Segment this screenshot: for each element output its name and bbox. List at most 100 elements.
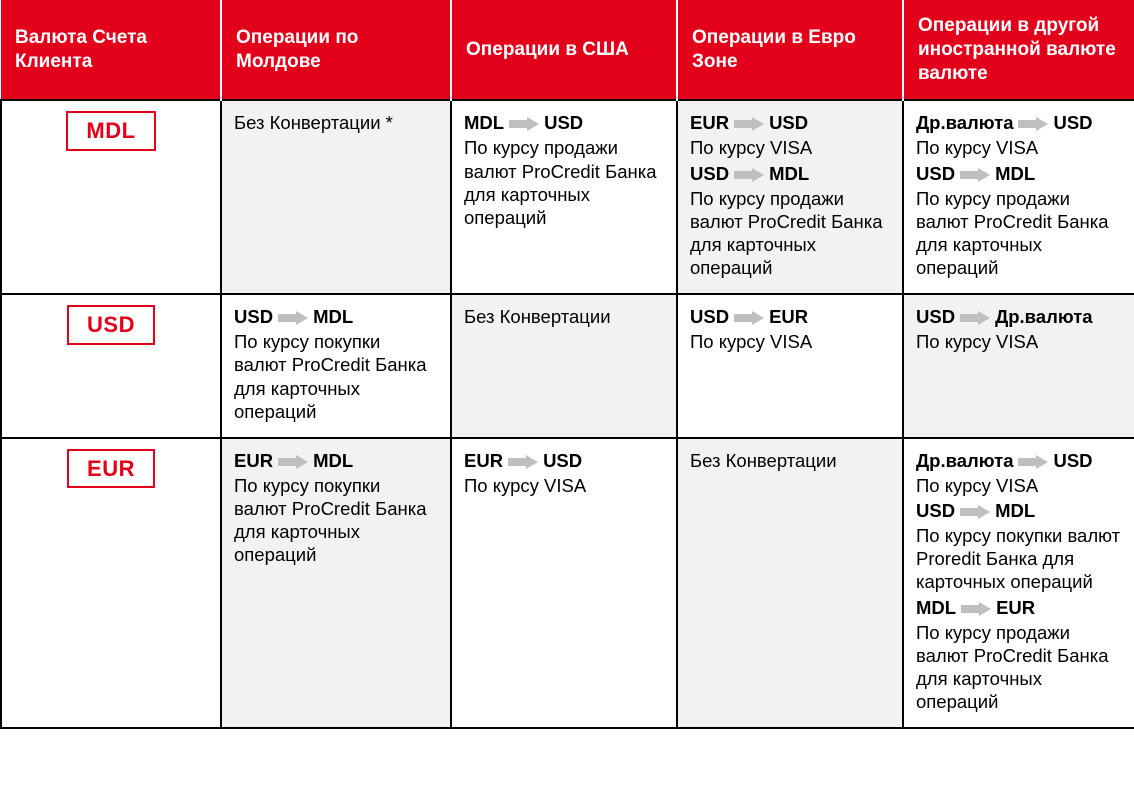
arrow-right-icon <box>734 117 764 131</box>
conversion-pair: USDMDL <box>916 499 1122 522</box>
row-currency: USD <box>1 294 221 438</box>
conversion-pair: EUR USD <box>690 111 890 134</box>
conversion-pair: MDL EUR <box>916 596 1122 619</box>
conversion-block: Др.валюта USD По курсу VISA <box>916 111 1122 159</box>
cell: MDL USD По курсу продажи валют ProCredit Б… <box>451 100 677 294</box>
conversion-pair: EUR USD <box>464 449 664 472</box>
col-header-1: Операции по Молдове <box>221 0 451 100</box>
col-header-4: Операции в другой иностранной валюте вал… <box>903 0 1134 100</box>
to-currency: USD <box>1053 450 1092 471</box>
conversion-block: USDMDLПо курсу продажи валют ProCredit Б… <box>916 162 1122 280</box>
cell: USD EUR По курсу VISA <box>677 294 903 438</box>
conversion-pair: USDMDL <box>234 305 438 328</box>
conversion-desc: По курсу VISA <box>916 136 1122 159</box>
arrow-right-icon <box>1018 455 1048 469</box>
conversion-block: EUR USD По курсу VISA <box>464 449 664 497</box>
conversion-block: Без Конвертации <box>464 305 664 328</box>
currency-badge: USD <box>67 305 155 345</box>
from-currency: Др.валюта <box>916 112 1013 133</box>
to-currency: MDL <box>313 306 353 327</box>
conversion-block: USDMDLПо курсу покупки валют Proredit Ба… <box>916 499 1122 594</box>
conversion-block: MDLEURПо курсу продажи валют ProCredit Б… <box>916 596 1122 714</box>
currency-conversion-table: Валюта Счета КлиентаОперации по МолдовеО… <box>0 0 1134 729</box>
conversion-desc: По курсу VISA <box>916 330 1122 353</box>
to-currency: USD <box>1053 112 1092 133</box>
to-currency: MDL <box>313 450 353 471</box>
no-conversion-text: Без Конвертации <box>690 449 890 472</box>
conversion-block: Без Конвертации * <box>234 111 438 134</box>
arrow-right-icon <box>509 117 539 131</box>
conversion-pair: Др.валюта USD <box>916 449 1122 472</box>
from-currency: USD <box>916 163 955 184</box>
from-currency: USD <box>916 306 955 327</box>
conversion-pair: USD EUR <box>690 305 890 328</box>
arrow-right-icon <box>961 602 991 616</box>
from-currency: USD <box>690 306 729 327</box>
to-currency: EUR <box>996 597 1035 618</box>
conversion-block: EUR USD По курсу VISA <box>690 111 890 159</box>
cell: EURMDLПо курсу покупки валют ProCredit Б… <box>221 438 451 728</box>
conversion-block: EURMDLПо курсу покупки валют ProCredit Б… <box>234 449 438 567</box>
no-conversion-text: Без Конвертации <box>464 305 664 328</box>
from-currency: MDL <box>916 597 956 618</box>
cell: Без Конвертации <box>451 294 677 438</box>
to-currency: USD <box>543 450 582 471</box>
from-currency: USD <box>690 163 729 184</box>
conversion-pair: MDL USD <box>464 111 664 134</box>
arrow-right-icon <box>278 311 308 325</box>
table-row: EUREURMDLПо курсу покупки валют ProCredi… <box>1 438 1134 728</box>
conversion-block: Без Конвертации <box>690 449 890 472</box>
conversion-block: USD MDL По курсу продажи валют ProCredit Б… <box>690 162 890 280</box>
from-currency: MDL <box>464 112 504 133</box>
currency-badge: EUR <box>67 449 155 489</box>
conversion-desc: По курсу покупки валют ProCredit Банка д… <box>234 330 438 423</box>
arrow-right-icon <box>960 168 990 182</box>
to-currency: EUR <box>769 306 808 327</box>
to-currency: USD <box>544 112 583 133</box>
cell: EUR USD По курсу VISA <box>451 438 677 728</box>
cell: Без Конвертации <box>677 438 903 728</box>
conversion-pair: USD Др.валюта <box>916 305 1122 328</box>
from-currency: EUR <box>464 450 503 471</box>
row-currency: EUR <box>1 438 221 728</box>
arrow-right-icon <box>734 311 764 325</box>
cell: USD Др.валюта По курсу VISA <box>903 294 1134 438</box>
cell: Др.валюта USD По курсу VISAUSDMDLПо курсу … <box>903 438 1134 728</box>
conversion-desc: По курсу продажи валют ProCredit Банка д… <box>464 136 664 229</box>
to-currency: MDL <box>769 163 809 184</box>
conversion-pair: USD MDL <box>690 162 890 185</box>
arrow-right-icon <box>278 455 308 469</box>
conversion-desc: По курсу покупки валют Proredit Банка дл… <box>916 524 1122 593</box>
conversion-pair: EURMDL <box>234 449 438 472</box>
conversion-block: USD Др.валюта По курсу VISA <box>916 305 1122 353</box>
conversion-desc: По курсу покупки валют ProCredit Банка д… <box>234 474 438 567</box>
conversion-desc: По курсу VISA <box>464 474 664 497</box>
table-row: MDL Без Конвертации * MDL USD По курсу прода… <box>1 100 1134 294</box>
conversion-block: USDMDLПо курсу покупки валют ProCredit Б… <box>234 305 438 423</box>
conversion-desc: По курсу VISA <box>690 136 890 159</box>
arrow-right-icon <box>508 455 538 469</box>
conversion-desc: По курсу VISA <box>916 474 1122 497</box>
conversion-desc: По курсу VISA <box>690 330 890 353</box>
to-currency: USD <box>769 112 808 133</box>
no-conversion-text: Без Конвертации * <box>234 111 438 134</box>
row-currency: MDL <box>1 100 221 294</box>
arrow-right-icon <box>734 168 764 182</box>
currency-badge: MDL <box>66 111 155 151</box>
from-currency: EUR <box>690 112 729 133</box>
arrow-right-icon <box>960 505 990 519</box>
conversion-pair: Др.валюта USD <box>916 111 1122 134</box>
from-currency: Др.валюта <box>916 450 1013 471</box>
to-currency: Др.валюта <box>995 306 1092 327</box>
cell: USDMDLПо курсу покупки валют ProCredit Б… <box>221 294 451 438</box>
table-header-row: Валюта Счета КлиентаОперации по МолдовеО… <box>1 0 1134 100</box>
conversion-block: Др.валюта USD По курсу VISA <box>916 449 1122 497</box>
conversion-desc: По курсу продажи валют ProCredit Банка д… <box>690 187 890 280</box>
conversion-desc: По курсу продажи валют ProCredit Банка д… <box>916 187 1122 280</box>
cell: Др.валюта USD По курсу VISA USDMDLПо курсу … <box>903 100 1134 294</box>
conversion-block: USD EUR По курсу VISA <box>690 305 890 353</box>
table-row: USDUSDMDLПо курсу покупки валют ProCredi… <box>1 294 1134 438</box>
to-currency: MDL <box>995 500 1035 521</box>
conversion-block: MDL USD По курсу продажи валют ProCredit Б… <box>464 111 664 229</box>
arrow-right-icon <box>1018 117 1048 131</box>
